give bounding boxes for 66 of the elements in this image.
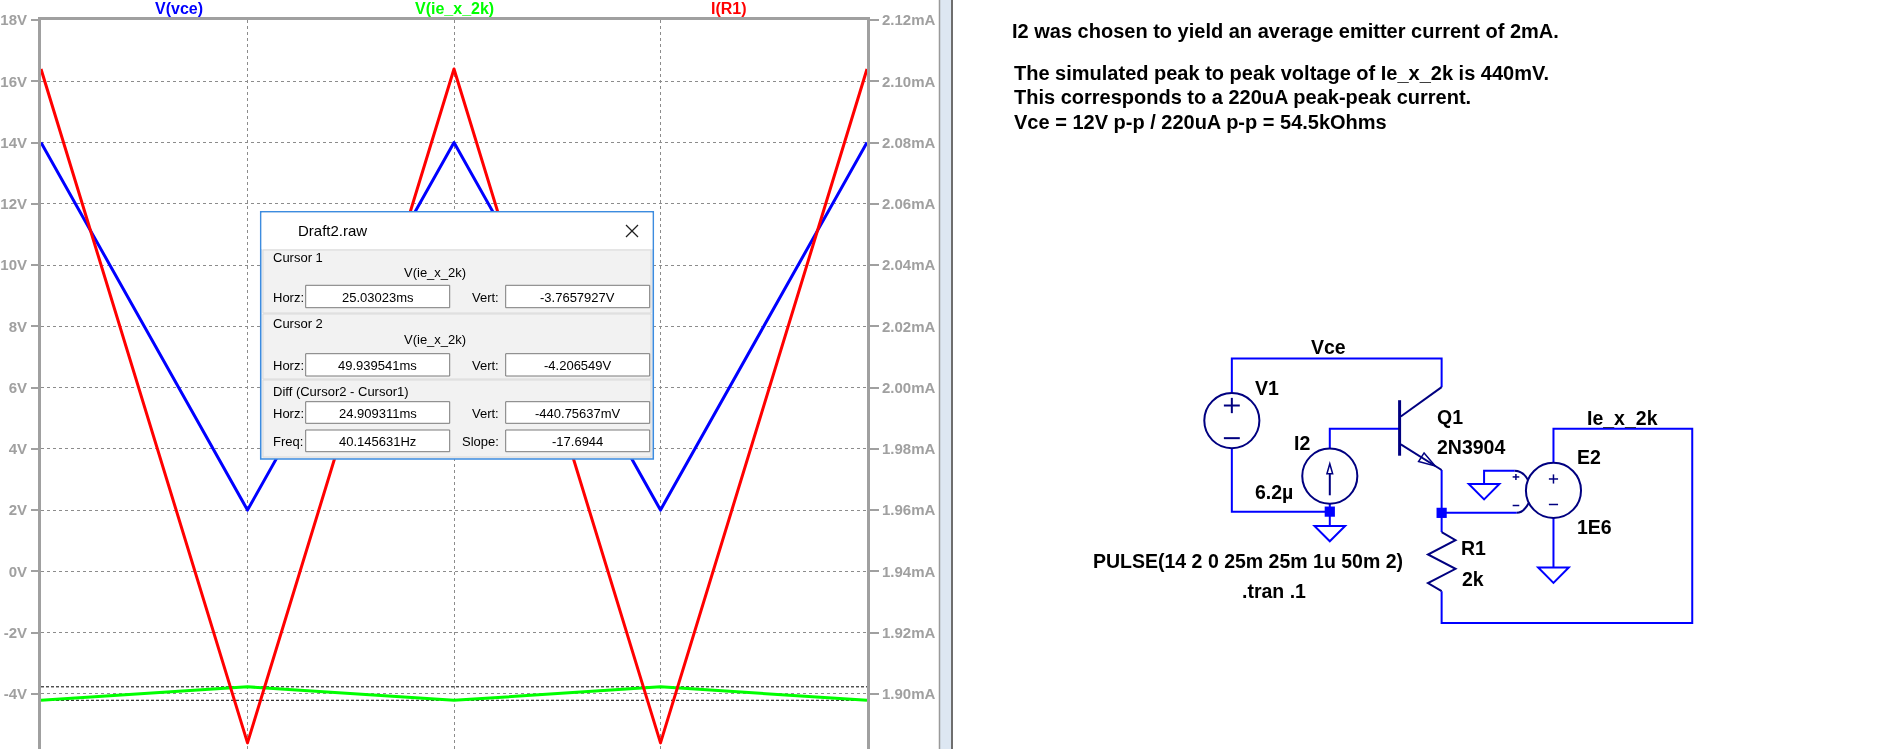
y2-tick-label: 1.92mA — [882, 623, 936, 641]
annotation: Freq: — [273, 434, 304, 449]
y-tick-label: 14V — [0, 133, 27, 151]
y2-tick-label: 2.12mA — [882, 11, 936, 29]
text: .tran .1 — [1242, 580, 1307, 602]
y-tick-label: 16V — [0, 72, 27, 90]
text: Vce — [1311, 336, 1346, 358]
annotation: Vert: — [472, 290, 499, 305]
annotation: -4.206549V — [544, 358, 612, 373]
annotation: Vert: — [472, 358, 499, 373]
text: 6.2µ — [1255, 481, 1294, 503]
y2-tick-label: 2.04mA — [882, 256, 936, 274]
y-tick-label: 2V — [8, 501, 27, 519]
text: Vce = 12V p-p / 220uA p-p = 54.5kOhms — [1014, 111, 1387, 133]
annotation: Slope: — [462, 434, 499, 449]
annotation: Draft2.raw — [298, 222, 368, 239]
y-tick-label: 0V — [8, 562, 27, 580]
y2-tick-label: 2.06mA — [882, 195, 936, 213]
annotation: Diff (Cursor2 - Cursor1) — [273, 384, 409, 399]
annotation: Cursor 2 — [273, 316, 323, 331]
y2-tick-label: 1.98mA — [882, 440, 936, 458]
text: The simulated peak to peak voltage of Ie_x_2k is 440mV. — [1014, 62, 1550, 84]
annotation: Cursor 1 — [273, 250, 323, 265]
annotation: 25.03023ms — [342, 290, 415, 305]
text: Ie_x_2k — [1587, 407, 1658, 429]
annotation: -17.6944 — [552, 434, 604, 449]
text: R1 — [1461, 537, 1487, 559]
y2-tick-label: 2.08mA — [882, 133, 936, 151]
text: 1E6 — [1577, 516, 1612, 538]
annotation: 49.939541ms — [338, 358, 418, 373]
y2-tick-label: 2.10mA — [882, 72, 936, 90]
annotation: 24.909311ms — [339, 406, 418, 421]
text: V(vce) — [155, 0, 204, 17]
y2-tick-label: 1.90mA — [882, 685, 936, 703]
y2-tick-label: 1.96mA — [882, 501, 936, 519]
annotation: Vert: — [472, 406, 499, 421]
annotation: Horz: — [273, 406, 305, 421]
text: I2 — [1294, 432, 1311, 454]
y-tick-label: -4V — [3, 685, 27, 703]
text: 2N3904 — [1437, 436, 1506, 458]
text: E2 — [1577, 446, 1602, 468]
text: PULSE(14 2 0 25m 25m 1u 50m 2) — [1093, 550, 1403, 572]
annotation: V(ie_x_2k) — [404, 265, 467, 280]
text: V1 — [1255, 377, 1280, 399]
y-tick-label: 12V — [0, 195, 27, 213]
y2-tick-label: 1.94mA — [882, 562, 936, 580]
annotation: 40.145631Hz — [339, 434, 417, 449]
y-tick-label: 10V — [0, 256, 27, 274]
y-tick-label: 18V — [0, 11, 27, 29]
y2-tick-label: 2.00mA — [882, 378, 936, 396]
y-tick-label: 8V — [8, 317, 27, 335]
text: V(ie_x_2k) — [415, 0, 495, 17]
annotation: -3.7657927V — [540, 290, 615, 305]
text: 2k — [1462, 568, 1484, 590]
y-tick-label: 4V — [8, 440, 27, 458]
annotation: Horz: — [273, 290, 305, 305]
y2-tick-label: 2.02mA — [882, 317, 936, 335]
text: I2 was chosen to yield an average emitter current of 2mA. — [1012, 20, 1559, 42]
annotation: Horz: — [273, 358, 305, 373]
annotation: -440.75637mV — [535, 406, 621, 421]
text: I(R1) — [711, 0, 747, 17]
annotation: V(ie_x_2k) — [404, 332, 467, 347]
y-tick-label: 6V — [8, 378, 27, 396]
text: Q1 — [1437, 406, 1464, 428]
text: This corresponds to a 220uA peak-peak current. — [1014, 86, 1472, 108]
y-tick-label: -2V — [3, 623, 27, 641]
